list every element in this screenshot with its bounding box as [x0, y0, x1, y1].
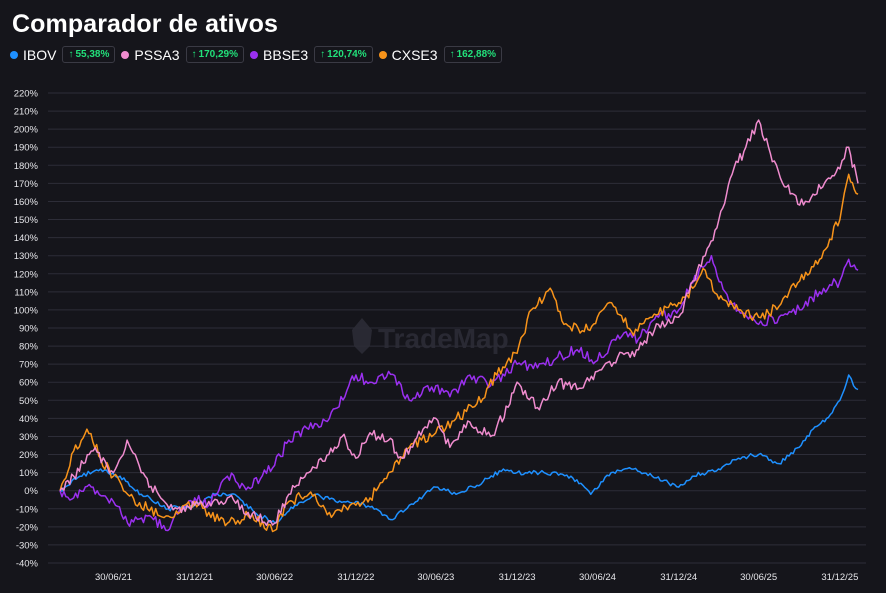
trademap-logo-icon: [352, 318, 372, 354]
arrow-up-icon: ↑: [191, 49, 197, 60]
series-line-bbse3: [59, 254, 859, 532]
change-value: 55,38%: [75, 49, 110, 60]
change-value: 170,29%: [198, 49, 239, 60]
legend-item-ibov[interactable]: IBOV ↑ 55,38%: [10, 46, 116, 63]
y-tick-label: 20%: [19, 450, 39, 461]
y-axis: 220% 210% 200% 190% 180% 170% 160% 150% 140% 130%…: [14, 89, 39, 570]
legend-label: CXSE3: [391, 46, 438, 63]
y-tick-label: 130%: [14, 251, 39, 262]
y-tick-label: 210%: [14, 107, 39, 118]
bbse3-color-dot: [250, 50, 259, 59]
x-tick-label: 30/06/22: [256, 572, 293, 583]
legend-label: BBSE3: [263, 46, 309, 63]
y-tick-label: 10%: [19, 468, 39, 479]
change-badge: ↑ 162,88%: [443, 46, 503, 63]
y-tick-label: 40%: [19, 414, 39, 425]
x-tick-label: 31/12/25: [821, 572, 858, 583]
watermark-logo: TradeMap: [352, 318, 509, 354]
arrow-up-icon: ↑: [68, 49, 74, 60]
y-tick-label: 140%: [14, 233, 39, 244]
series-line-ibov: [59, 374, 859, 524]
pssa3-color-dot: [121, 50, 130, 59]
y-tick-label: 50%: [19, 396, 39, 407]
x-tick-label: 30/06/25: [740, 572, 777, 583]
y-tick-label: 190%: [14, 143, 39, 154]
x-tick-label: 31/12/21: [176, 572, 213, 583]
y-tick-label: 220%: [14, 89, 39, 100]
change-badge: ↑ 120,74%: [314, 46, 373, 63]
legend-label: PSSA3: [134, 46, 180, 63]
cxse3-color-dot: [378, 50, 387, 59]
y-tick-label: 120%: [14, 269, 39, 280]
grid: [48, 92, 866, 564]
legend-item-cxse3[interactable]: CXSE3 ↑ 162,88%: [378, 46, 503, 63]
y-tick-label: 80%: [19, 342, 39, 353]
watermark-text: TradeMap: [378, 323, 509, 354]
legend-label: IBOV: [23, 46, 57, 63]
y-tick-label: 200%: [14, 125, 39, 136]
change-value: 162,88%: [456, 49, 497, 60]
change-badge: ↑ 55,38%: [62, 46, 116, 63]
x-tick-label: 30/06/24: [579, 572, 616, 583]
legend: IBOV ↑ 55,38% PSSA3 ↑ 170,29% BBSE3 ↑ 120,7…: [10, 46, 508, 63]
y-tick-label: 170%: [14, 179, 39, 190]
x-tick-label: 31/12/24: [660, 572, 697, 583]
legend-item-bbse3[interactable]: BBSE3 ↑ 120,74%: [250, 46, 373, 63]
legend-item-pssa3[interactable]: PSSA3 ↑ 170,29%: [121, 46, 245, 63]
ibov-color-dot: [10, 50, 18, 59]
arrow-up-icon: ↑: [320, 49, 326, 60]
y-tick-label: 180%: [14, 161, 39, 172]
page-title: Comparador de ativos: [12, 10, 278, 38]
x-tick-label: 30/06/23: [417, 572, 454, 583]
x-tick-label: 30/06/21: [95, 572, 132, 583]
x-tick-label: 31/12/23: [499, 572, 536, 583]
y-tick-label: 60%: [19, 378, 39, 389]
y-tick-label: 100%: [14, 305, 39, 316]
arrow-up-icon: ↑: [449, 49, 455, 60]
y-tick-label: 30%: [19, 432, 39, 443]
y-tick-label: -30%: [16, 540, 39, 551]
change-badge: ↑ 170,29%: [185, 46, 245, 63]
y-tick-label: -10%: [16, 504, 39, 515]
y-tick-label: 150%: [14, 215, 39, 226]
x-axis: 30/06/21 31/12/21 30/06/22 31/12/22 30/06/23…: [95, 572, 858, 583]
series-line-pssa3: [59, 119, 859, 527]
y-tick-label: -40%: [16, 559, 39, 570]
series-lines: [59, 119, 859, 533]
change-value: 120,74%: [327, 49, 367, 60]
y-tick-label: -20%: [16, 522, 39, 533]
y-tick-label: 90%: [19, 324, 39, 335]
y-tick-label: 0%: [24, 486, 38, 497]
y-tick-label: 110%: [14, 287, 38, 298]
x-tick-label: 31/12/22: [337, 572, 374, 583]
y-tick-label: 70%: [19, 360, 39, 371]
y-tick-label: 160%: [14, 197, 39, 208]
